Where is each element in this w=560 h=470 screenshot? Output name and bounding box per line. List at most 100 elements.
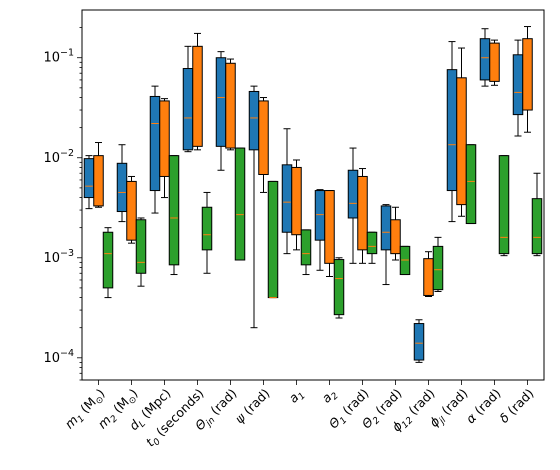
box-3-9 [366, 231, 378, 264]
box-body [83, 158, 95, 199]
box-body [380, 205, 392, 251]
box-body [446, 69, 458, 192]
box-body [479, 38, 491, 81]
x-label-rest: (rad) [238, 386, 273, 421]
box-3-2 [135, 217, 147, 287]
box-body [333, 259, 345, 316]
box-body [102, 231, 114, 289]
y-tick-base: 10 [43, 151, 60, 166]
box-2-5 [225, 58, 236, 151]
box-plot-series [83, 26, 543, 363]
x-tick-label: ψ (rad) [232, 386, 273, 427]
box-body [116, 162, 128, 213]
y-tick-exponent: −3 [60, 248, 74, 259]
box-body [201, 206, 213, 251]
box-1-2 [116, 144, 128, 223]
box-body [192, 45, 203, 147]
box-body [390, 219, 401, 255]
box-2-12 [456, 47, 467, 217]
y-tick-label: 10−1 [43, 48, 74, 66]
box-body [413, 323, 425, 361]
box-3-10 [399, 245, 411, 276]
x-label-sub: 2 [330, 391, 341, 402]
box-body [522, 38, 533, 111]
box-2-10 [390, 206, 401, 261]
box-body [267, 180, 279, 299]
y-axis: 10−410−310−210−1 [43, 27, 82, 381]
box-body [93, 155, 104, 207]
x-label-sub: 0 [152, 437, 163, 448]
box-2-13 [489, 39, 500, 86]
box-2-9 [357, 168, 368, 264]
box-body [135, 219, 147, 274]
y-tick-label: 10−2 [43, 148, 74, 166]
box-body [456, 77, 467, 206]
box-body [423, 258, 434, 296]
y-tick-base: 10 [43, 251, 60, 266]
box-body [324, 190, 335, 264]
y-tick-exponent: −2 [60, 148, 74, 159]
x-tick-label: α (rad) [463, 386, 504, 427]
box-2-4 [192, 32, 203, 151]
y-tick-label: 10−4 [43, 348, 74, 366]
box-body [465, 144, 477, 225]
box-body [234, 147, 246, 261]
box-body [168, 155, 180, 266]
box-2-2 [126, 175, 137, 244]
box-body [225, 62, 236, 149]
box-body [248, 90, 260, 151]
plot-frame [81, 9, 545, 381]
box-2-6 [258, 97, 269, 193]
box-body [258, 100, 269, 176]
box-3-14 [531, 172, 543, 257]
box-3-5 [234, 147, 246, 261]
box-body [126, 180, 137, 241]
box-3-12 [465, 144, 477, 225]
box-body [149, 95, 161, 192]
x-tick-label: δ (rad) [496, 386, 536, 426]
x-label-sub: L [137, 419, 148, 430]
y-tick-base: 10 [43, 51, 60, 66]
box-body [512, 54, 524, 116]
box-body [432, 245, 444, 291]
y-tick-label: 10−3 [43, 248, 74, 266]
box-1-8 [314, 189, 326, 271]
x-label-sub: 2 [109, 414, 120, 425]
box-body [357, 175, 368, 251]
box-body [366, 231, 378, 255]
box-2-3 [159, 98, 170, 199]
x-label-sub: 2 [371, 415, 382, 426]
x-tick-label: a2 [319, 385, 341, 407]
x-label-sub: 1 [297, 391, 308, 402]
box-3-13 [498, 155, 510, 257]
box-2-14 [522, 26, 533, 133]
box-1-9 [347, 147, 359, 264]
x-label-rest: (rad) [502, 386, 537, 421]
box-3-11 [432, 236, 444, 293]
box-3-4 [201, 191, 213, 274]
y-tick-exponent: −4 [60, 348, 74, 359]
box-body [498, 155, 510, 255]
box-body [281, 164, 293, 233]
box-body [531, 198, 543, 255]
box-3-1 [102, 227, 114, 299]
box-body [159, 100, 170, 177]
box-2-8 [324, 190, 335, 277]
box-body [314, 190, 326, 241]
x-axis: m1 (M⊙)m2 (M⊙)dL (Mpc)t0 (seconds)Θjn (r… [62, 380, 537, 449]
box-3-3 [168, 155, 180, 276]
box-body [182, 68, 194, 151]
box-body [215, 57, 227, 147]
box-1-6 [248, 85, 260, 329]
box-3-6 [267, 180, 279, 299]
box-body [300, 229, 312, 266]
y-tick-base: 10 [43, 351, 60, 366]
x-label-sub: 1 [76, 414, 87, 425]
box-2-11 [423, 251, 434, 298]
y-tick-exponent: −1 [60, 48, 74, 59]
x-label-sub: 1 [338, 416, 349, 427]
box-1-11 [413, 319, 425, 363]
box-body [291, 166, 302, 236]
x-tick-label: a1 [286, 386, 308, 408]
